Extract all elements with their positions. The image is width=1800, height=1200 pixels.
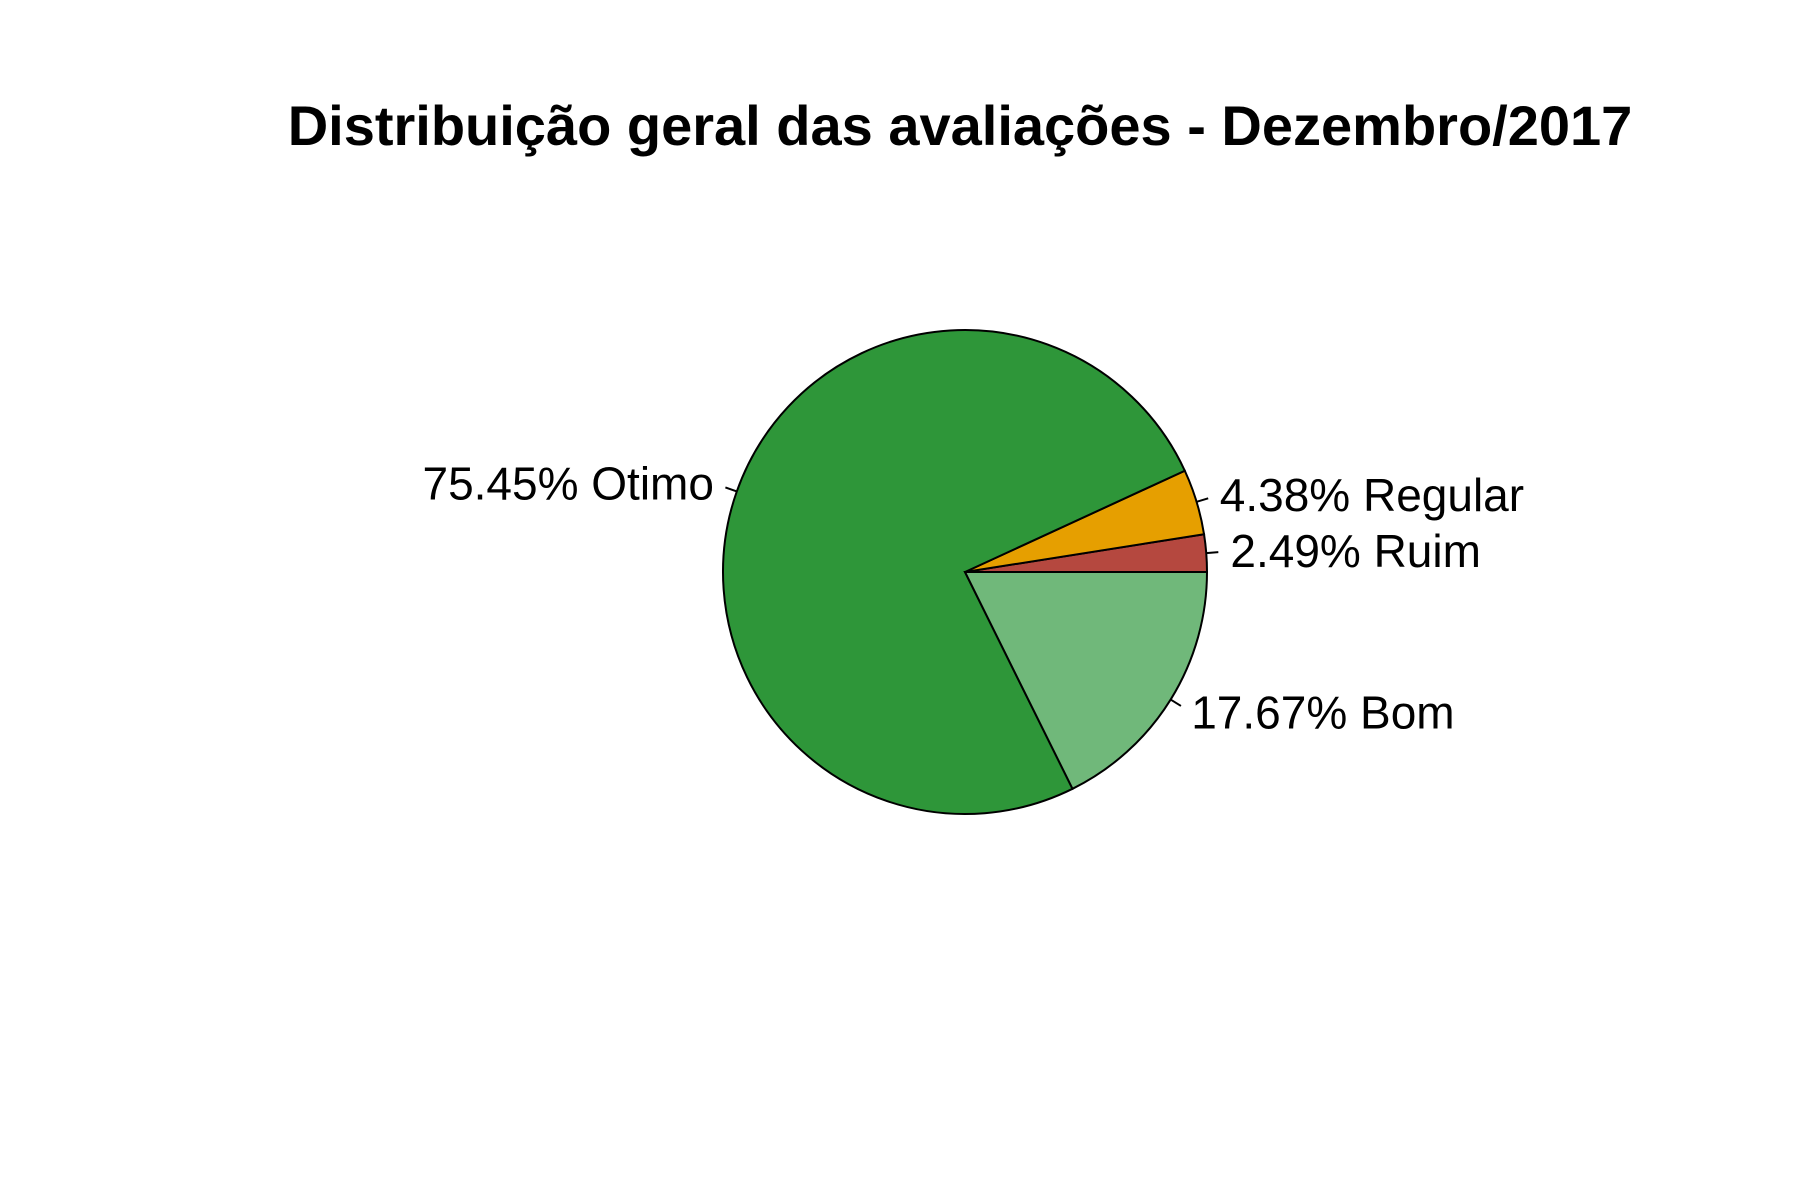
leader-line-regular <box>1196 497 1209 503</box>
pie-slices <box>722 329 1209 815</box>
slice-label-otimo: 75.45% Otimo <box>422 457 713 509</box>
slice-label-ruim: 2.49% Ruim <box>1230 525 1481 577</box>
pie-slice-bom <box>963 571 1209 791</box>
leader-line-bom <box>1170 698 1182 707</box>
chart-title: Distribuição geral das avaliações - Deze… <box>288 94 1633 157</box>
leader-line-ruim <box>1206 551 1219 555</box>
leader-line-otimo <box>725 486 738 493</box>
slice-label-regular: 4.38% Regular <box>1220 469 1524 521</box>
pie-slice-otimo <box>722 329 1187 815</box>
pie-leader-lines <box>725 486 1219 707</box>
slice-label-bom: 17.67% Bom <box>1191 686 1454 738</box>
